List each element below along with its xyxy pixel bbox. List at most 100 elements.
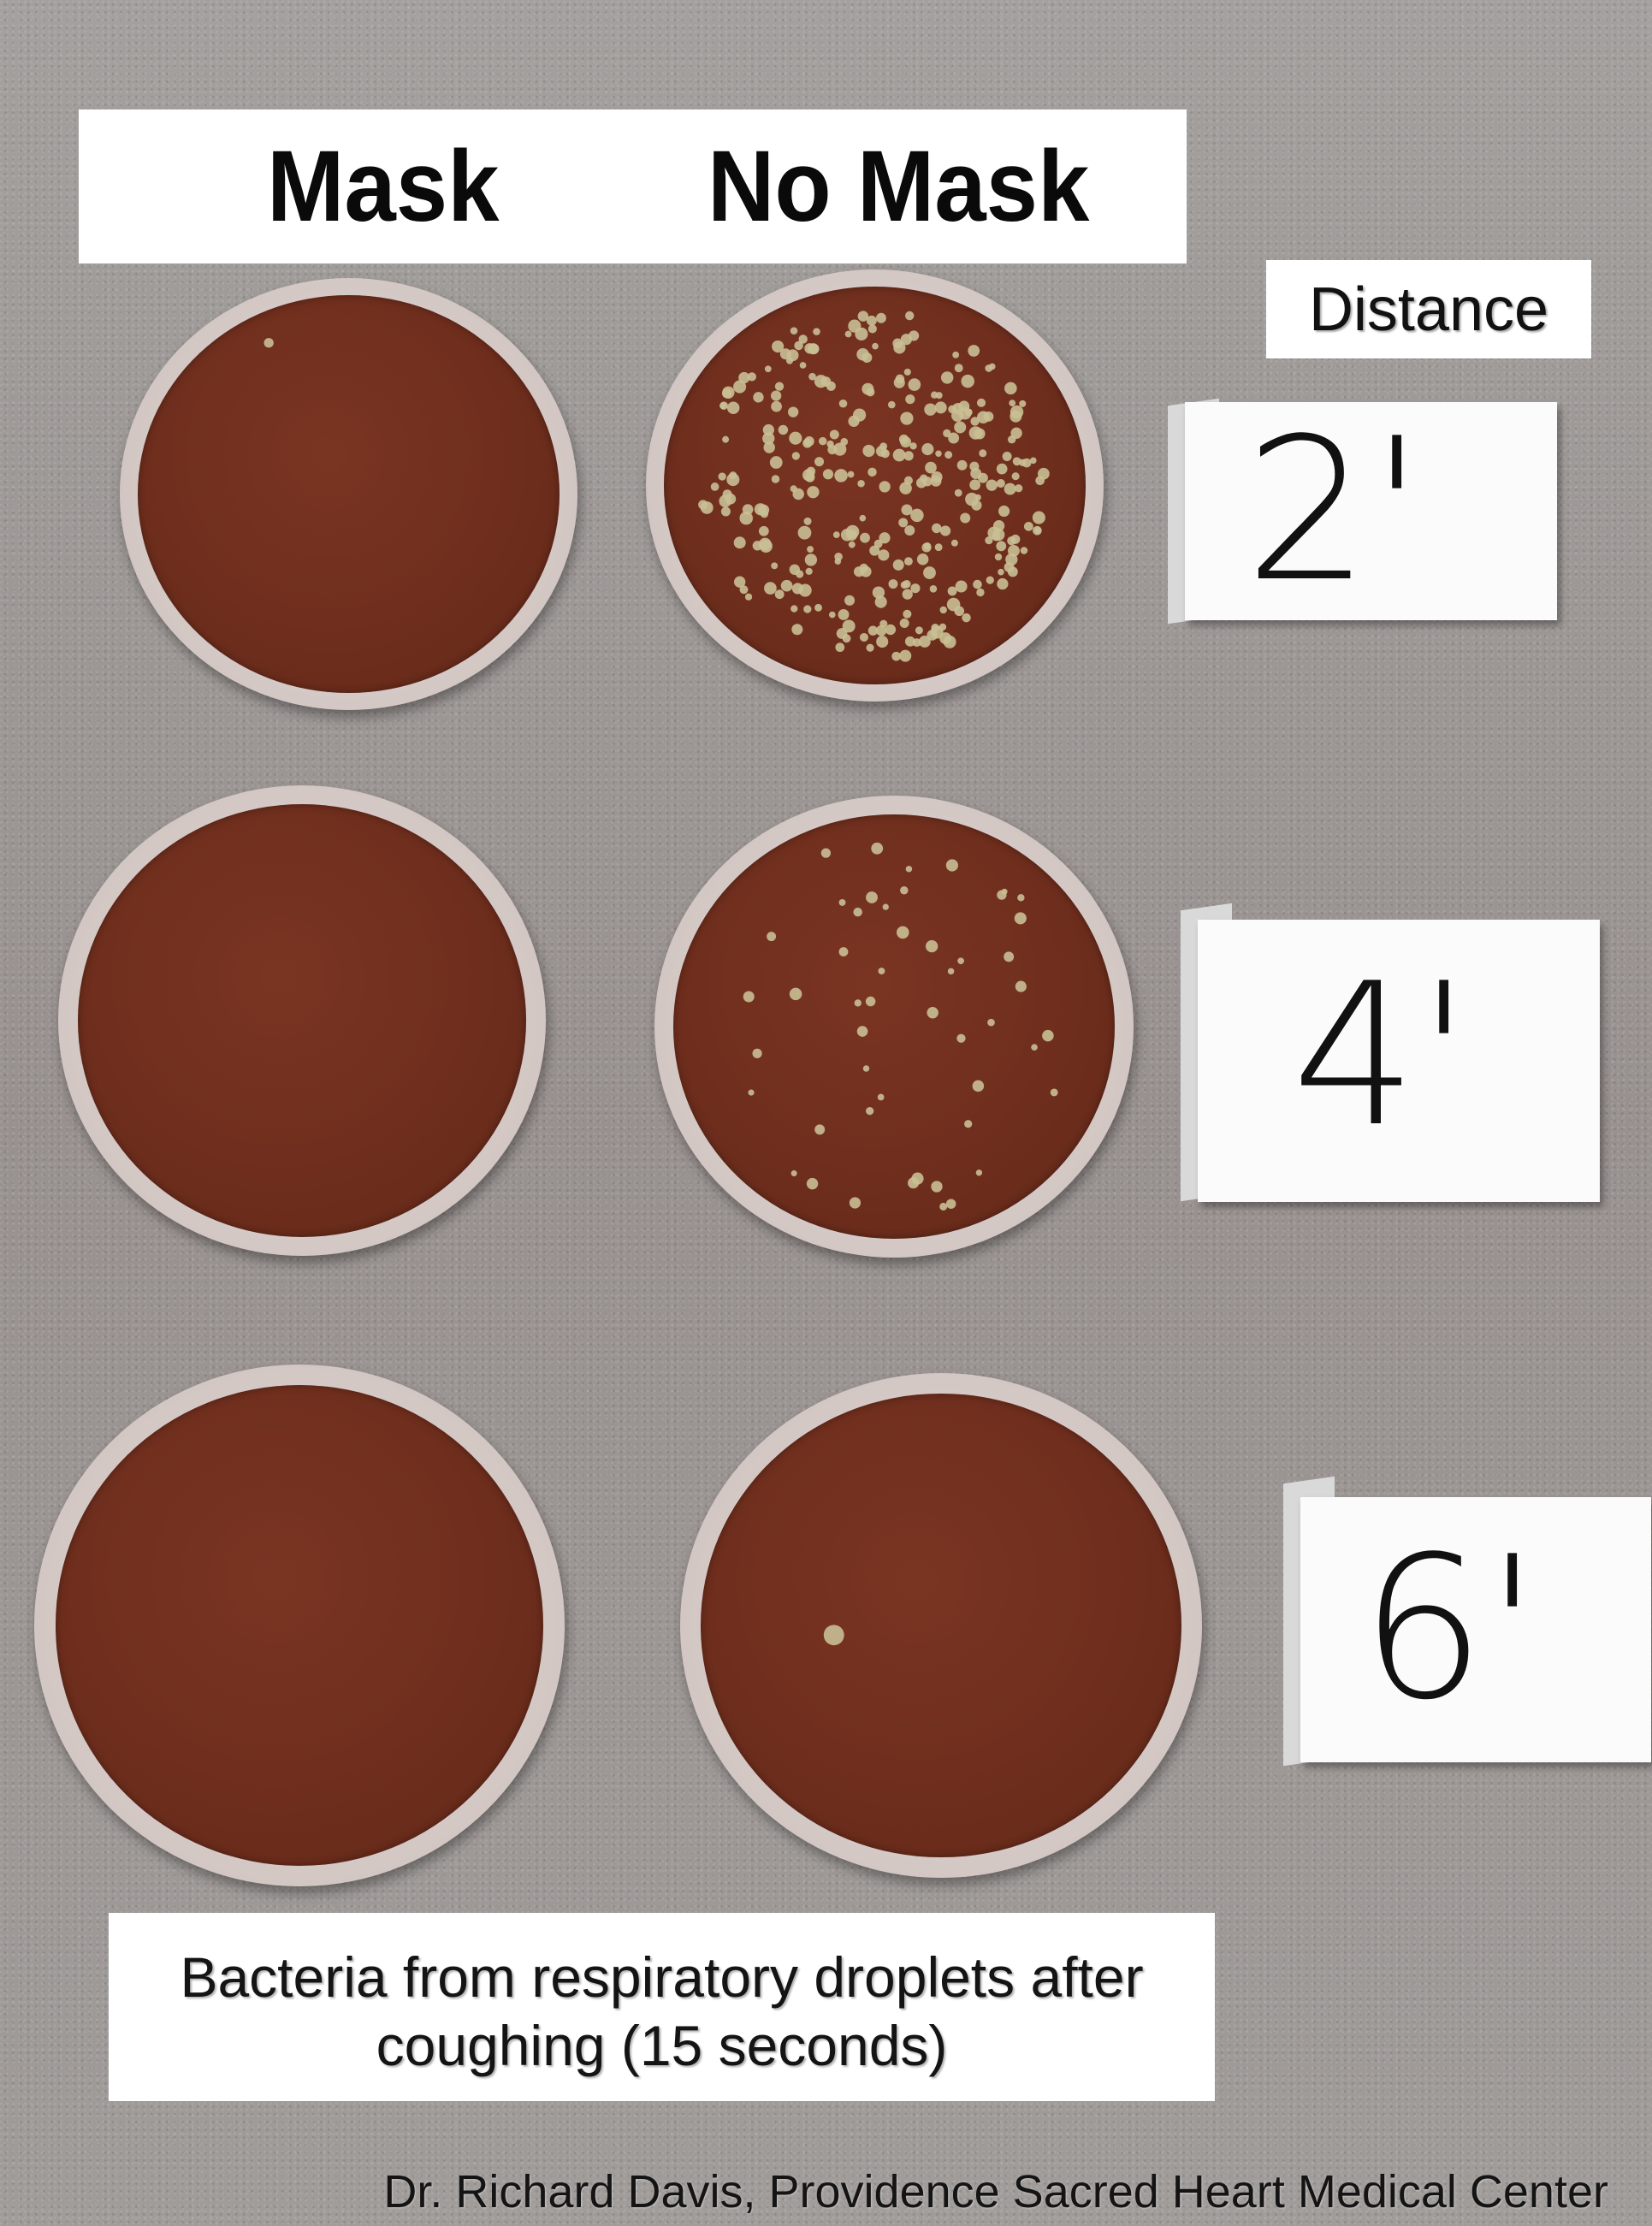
bacterial-colony [719, 402, 727, 410]
bacterial-colony [1004, 382, 1018, 395]
bacterial-colony [855, 328, 868, 341]
bacterial-colony [883, 903, 890, 910]
bacterial-colony [935, 543, 943, 552]
bacterial-colony [971, 500, 982, 511]
bacterial-colony [701, 501, 714, 515]
bacterial-colony [1033, 511, 1046, 524]
bacterial-colony [813, 328, 821, 336]
bacterial-colony [868, 324, 878, 334]
bacterial-colony [833, 442, 847, 456]
bacterial-colony [752, 1048, 763, 1058]
bacterial-colony [908, 1176, 920, 1188]
bacterial-colony [727, 401, 740, 415]
bacterial-colony [748, 372, 757, 382]
bacterial-colony [939, 1202, 948, 1211]
bacterial-colony [790, 327, 798, 335]
bacterial-colony [885, 624, 897, 636]
bacterial-colony [948, 968, 955, 974]
bacterial-colony [850, 1196, 862, 1209]
bacterial-colony [876, 312, 887, 323]
bacterial-colony [823, 469, 834, 480]
bacterial-colony [930, 585, 938, 593]
bacterial-colony [946, 858, 959, 872]
bacterial-colony [944, 451, 953, 459]
bacterial-colony [927, 630, 939, 641]
bacterial-colony [824, 1624, 845, 1645]
bacterial-colony [803, 518, 812, 526]
bacterial-colony [954, 606, 965, 617]
bacterial-colony [807, 486, 820, 499]
distance-card-6ft-label: 6' [1360, 1515, 1540, 1744]
bacterial-colony [876, 636, 889, 648]
bacterial-colony [952, 403, 964, 415]
agar-mask-4ft [77, 804, 527, 1237]
bacterial-colony [755, 503, 767, 516]
bacterial-colony [745, 593, 753, 601]
bacterial-colony [1030, 457, 1037, 465]
bacterial-colony [954, 421, 967, 434]
bacterial-colony [853, 907, 863, 917]
bacterial-colony [739, 585, 749, 595]
caption-box: Bacteria from respiratory droplets after… [109, 1913, 1215, 2101]
bacterial-colony [872, 343, 879, 350]
petri-dish-no-mask-2ft [646, 269, 1104, 702]
bacterial-colony [957, 460, 968, 471]
distance-card-4ft: 4' [1198, 920, 1600, 1202]
bacterial-colony [765, 365, 773, 373]
bacterial-colony [739, 512, 754, 525]
bacterial-colony [1011, 472, 1021, 481]
colonies-no-mask-6ft [824, 1624, 845, 1645]
bacterial-colony [722, 435, 730, 443]
bacterial-colony [935, 401, 948, 414]
bacterial-colony [767, 931, 777, 941]
bacterial-colony [806, 466, 816, 477]
bacterial-colony [925, 461, 938, 474]
colonies-mask-4ft [78, 804, 526, 1237]
bacterial-colony [897, 926, 909, 938]
bacterial-colony [759, 526, 770, 536]
bacterial-colony [830, 429, 840, 440]
bacterial-colony [753, 392, 765, 403]
bacterial-colony [913, 638, 921, 648]
bacterial-colony [910, 508, 925, 523]
no-mask-column-label: No Mask [708, 130, 1090, 243]
bacterial-colony [976, 589, 986, 597]
bacterial-colony [1004, 482, 1017, 495]
bacterial-colony [1001, 888, 1009, 895]
bacterial-colony [1015, 980, 1027, 992]
bacterial-colony [805, 554, 818, 566]
bacterial-colony [838, 609, 850, 621]
bacterial-colony [997, 479, 1006, 488]
bacterial-colony [900, 619, 910, 629]
bacterial-colony [814, 457, 825, 467]
bacterial-colony [948, 432, 960, 444]
bacterial-colony [856, 348, 870, 361]
bacterial-colony [734, 576, 746, 589]
bacterial-colony [904, 525, 915, 536]
bacterial-colony [972, 1080, 985, 1092]
bacterial-colony [807, 546, 814, 554]
bacterial-colony [863, 1064, 870, 1072]
bacterial-colony [772, 340, 785, 353]
bacterial-colony [840, 438, 849, 446]
bacterial-colony [841, 529, 854, 542]
bacterial-colony [879, 481, 891, 493]
bacterial-colony [829, 611, 837, 619]
agar-mask-6ft [55, 1385, 544, 1866]
bacterial-colony [807, 1177, 819, 1189]
bacterial-colony [957, 956, 965, 964]
bacterial-colony [798, 334, 808, 344]
bacterial-colony [814, 1124, 826, 1134]
bacterial-colony [1051, 1088, 1059, 1097]
bacterial-colony [859, 515, 867, 522]
bacterial-colony [935, 450, 943, 458]
bacterial-colony [904, 557, 914, 566]
bacterial-colony [869, 545, 880, 556]
bacterial-colony [729, 471, 737, 480]
bacterial-colony [796, 570, 804, 578]
bacterial-colony [762, 432, 775, 445]
bacterial-colony [995, 554, 1003, 561]
bacterial-colony [939, 623, 947, 631]
caption-line-1: Bacteria from respiratory droplets after [180, 1945, 1144, 2009]
bacterial-colony [892, 338, 903, 349]
